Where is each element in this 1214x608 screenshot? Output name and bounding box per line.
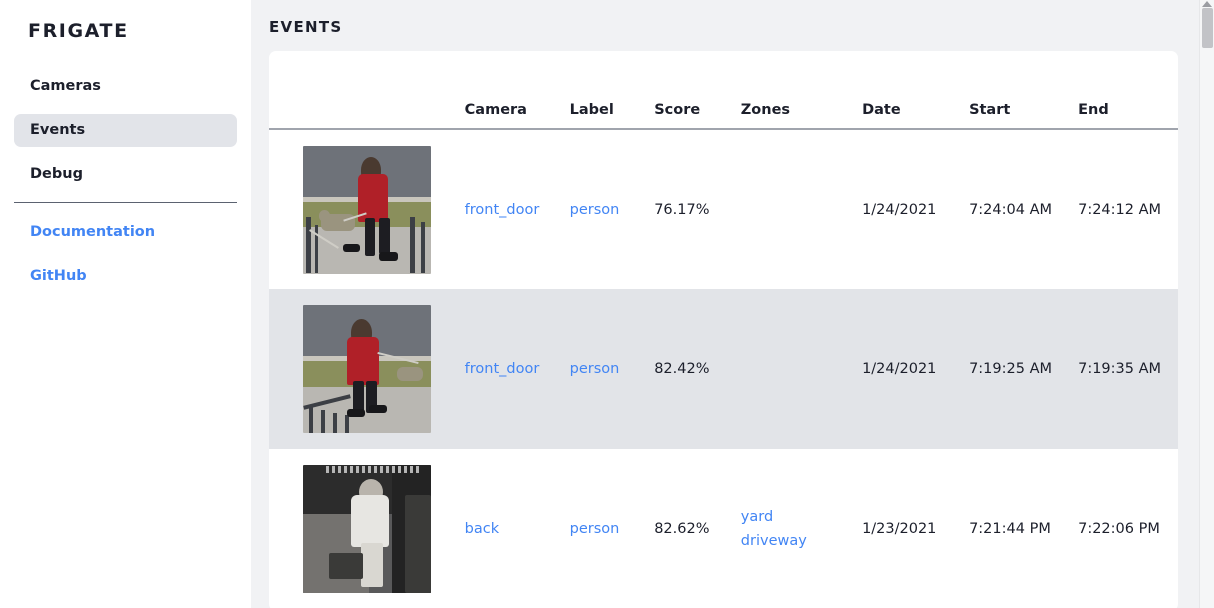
- page-title: EVENTS: [269, 18, 343, 36]
- column-header-score[interactable]: Score: [654, 102, 701, 118]
- event-camera-link[interactable]: back: [464, 521, 500, 537]
- event-camera-link[interactable]: front_door: [464, 201, 540, 218]
- event-thumbnail-cell[interactable]: [269, 129, 465, 289]
- event-date-cell: 1/24/2021: [862, 201, 937, 218]
- events-table-body: front_door person 76.17% 1/24/2021 7:24:…: [269, 129, 1178, 608]
- event-label-link[interactable]: person: [569, 521, 620, 537]
- event-thumbnail-image[interactable]: [302, 145, 431, 274]
- event-zones-list: yard driveway: [741, 505, 862, 553]
- scrollbar-thumb[interactable]: [1202, 8, 1213, 48]
- app-brand-title: FRIGATE: [28, 20, 129, 42]
- event-zone-link[interactable]: yard: [740, 509, 774, 525]
- column-header-thumbnail: [269, 51, 465, 129]
- table-row[interactable]: back person 82.62% yard driveway 1/23/202…: [269, 449, 1178, 608]
- events-card: Camera Label Score Zones Date Start End: [269, 51, 1178, 608]
- table-row[interactable]: front_door person 76.17% 1/24/2021 7:24:…: [269, 129, 1178, 289]
- scroll-up-arrow-icon[interactable]: [1202, 1, 1212, 7]
- column-header-end[interactable]: End: [1078, 102, 1109, 118]
- event-thumbnail-image[interactable]: [302, 305, 431, 433]
- event-label-link[interactable]: person: [569, 361, 620, 377]
- sidebar-item-debug[interactable]: Debug: [30, 166, 83, 182]
- table-row[interactable]: front_door person 82.42% 1/24/2021 7:19:…: [269, 289, 1178, 449]
- sidebar-link-documentation[interactable]: Documentation: [30, 224, 156, 240]
- event-camera-cell: front_door: [465, 129, 570, 289]
- event-label-cell: person: [570, 289, 655, 449]
- column-header-camera[interactable]: Camera: [464, 102, 527, 118]
- event-camera-cell: back: [465, 449, 570, 608]
- event-thumbnail-cell[interactable]: [269, 449, 465, 608]
- event-zones-cell: [741, 289, 862, 449]
- sidebar-primary-nav: Cameras Events Debug: [0, 70, 251, 191]
- events-table-header: Camera Label Score Zones Date Start End: [269, 51, 1178, 129]
- event-end-cell: 7:24:12 AM: [1078, 201, 1162, 218]
- events-table: Camera Label Score Zones Date Start End: [269, 51, 1178, 608]
- event-camera-link[interactable]: front_door: [464, 361, 540, 377]
- event-date-cell: 1/24/2021: [862, 361, 937, 377]
- event-score-cell: 76.17%: [654, 201, 710, 218]
- event-start-cell: 7:24:04 AM: [969, 201, 1052, 218]
- table-header-row: Camera Label Score Zones Date Start End: [269, 51, 1178, 129]
- column-header-zones[interactable]: Zones: [740, 102, 791, 118]
- main-content: EVENTS Camera Label Score Zones Date Sta…: [251, 0, 1214, 608]
- event-date-cell: 1/23/2021: [862, 521, 937, 537]
- event-start-cell: 7:19:25 AM: [969, 361, 1052, 377]
- sidebar-link-github[interactable]: GitHub: [30, 268, 87, 284]
- event-label-link[interactable]: person: [569, 201, 620, 218]
- vertical-scrollbar[interactable]: [1199, 0, 1214, 608]
- event-thumbnail-cell[interactable]: [269, 289, 465, 449]
- event-zones-cell: yard driveway: [741, 449, 862, 608]
- event-score-cell: 82.62%: [654, 521, 710, 537]
- column-header-start[interactable]: Start: [969, 102, 1011, 118]
- event-end-cell: 7:19:35 AM: [1078, 361, 1162, 377]
- event-thumbnail-image[interactable]: [302, 465, 431, 593]
- sidebar: FRIGATE Cameras Events Debug Documentati…: [0, 0, 251, 608]
- event-zone-link[interactable]: driveway: [740, 533, 807, 549]
- event-camera-cell: front_door: [465, 289, 570, 449]
- sidebar-secondary-nav: Documentation GitHub: [0, 217, 251, 291]
- event-label-cell: person: [570, 449, 655, 608]
- event-label-cell: person: [570, 129, 655, 289]
- event-start-cell: 7:21:44 PM: [969, 521, 1051, 537]
- column-header-date[interactable]: Date: [862, 102, 901, 118]
- event-zones-cell: [741, 129, 862, 289]
- sidebar-item-events[interactable]: Events: [14, 114, 237, 147]
- sidebar-divider: [14, 202, 237, 203]
- event-end-cell: 7:22:06 PM: [1078, 521, 1160, 537]
- sidebar-item-cameras[interactable]: Cameras: [30, 78, 101, 94]
- column-header-label[interactable]: Label: [569, 102, 614, 118]
- event-score-cell: 82.42%: [654, 361, 710, 377]
